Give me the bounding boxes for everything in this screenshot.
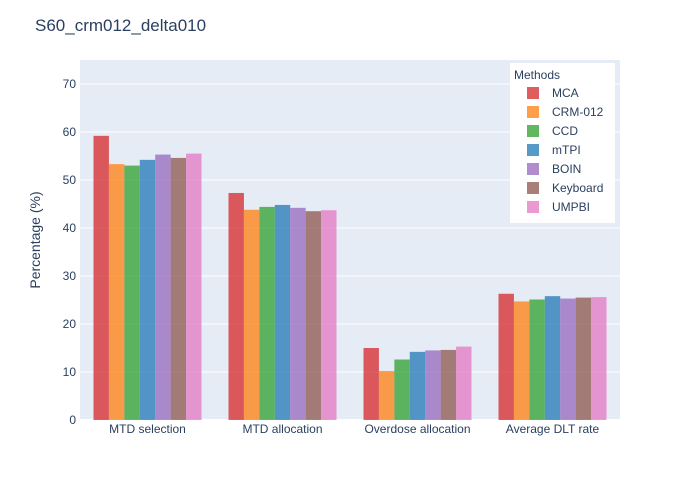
bar [155,154,171,420]
y-tick-label: 30 [63,269,77,283]
bar [170,157,187,421]
bar [529,299,545,420]
x-tick-label: MTD allocation [242,422,322,436]
legend-item: UMPBI [527,200,590,214]
y-tick-label: 50 [63,173,77,187]
legend-swatch [527,106,539,118]
legend-label: mTPI [552,143,581,157]
legend-item: CCD [527,124,578,138]
bar [93,135,109,420]
legend-label: Keyboard [552,181,603,195]
bar [513,301,530,420]
legend-item: Keyboard [527,181,603,195]
y-tick-label: 40 [63,221,77,235]
legend-items: MCA CRM-012 CCD mTPI BOIN Keyboard UMPBI [527,86,604,214]
legend-swatch [527,163,539,175]
bar [456,346,472,420]
bar [544,296,561,420]
legend-item: BOIN [527,162,581,176]
bar [409,351,426,420]
y-tick-labels: 0 10 20 30 40 50 60 70 [63,77,77,427]
bar [498,293,514,420]
legend-swatch [527,182,539,194]
legend-swatch [527,125,539,137]
bar [378,371,395,420]
legend-item: mTPI [527,143,581,157]
x-tick-label: MTD selection [109,422,186,436]
bar [560,298,576,420]
bar [394,359,410,420]
legend-label: CCD [552,124,578,138]
bar [259,206,275,420]
y-tick-label: 70 [63,77,77,91]
legend-swatch [527,87,539,99]
y-axis-label: Percentage (%) [27,191,43,288]
y-tick-label: 0 [69,413,76,427]
legend-label: UMPBI [552,200,590,214]
chart-title: S60_crm012_delta010 [35,16,206,35]
legend-label: BOIN [552,162,581,176]
y-tick-label: 10 [63,365,77,379]
x-tick-labels: MTD selection MTD allocation Overdose allo… [109,422,599,436]
legend-item: CRM-012 [527,105,604,119]
legend: Methods MCA CRM-012 CCD mTPI BOIN Keyboard UMP… [510,63,615,223]
bar [290,207,306,420]
bar [363,348,379,420]
bar [228,192,244,420]
bar [591,297,607,420]
bar [243,209,260,420]
bar [321,210,337,420]
x-tick-label: Overdose allocation [364,422,470,436]
x-tick-label: Average DLT rate [506,422,600,436]
bar [575,297,592,420]
legend-item: MCA [527,86,579,100]
legend-label: MCA [552,86,579,100]
bar [305,211,322,420]
bar [186,153,202,420]
bar [124,165,140,420]
bar [139,159,156,420]
legend-swatch [527,144,539,156]
bar [108,164,125,420]
y-tick-label: 60 [63,125,77,139]
bars [93,135,607,421]
bar [440,349,457,420]
legend-title: Methods [514,68,560,82]
legend-swatch [527,201,539,213]
bar [425,350,441,420]
bar [274,204,291,420]
y-tick-label: 20 [63,317,77,331]
legend-label: CRM-012 [552,105,604,119]
